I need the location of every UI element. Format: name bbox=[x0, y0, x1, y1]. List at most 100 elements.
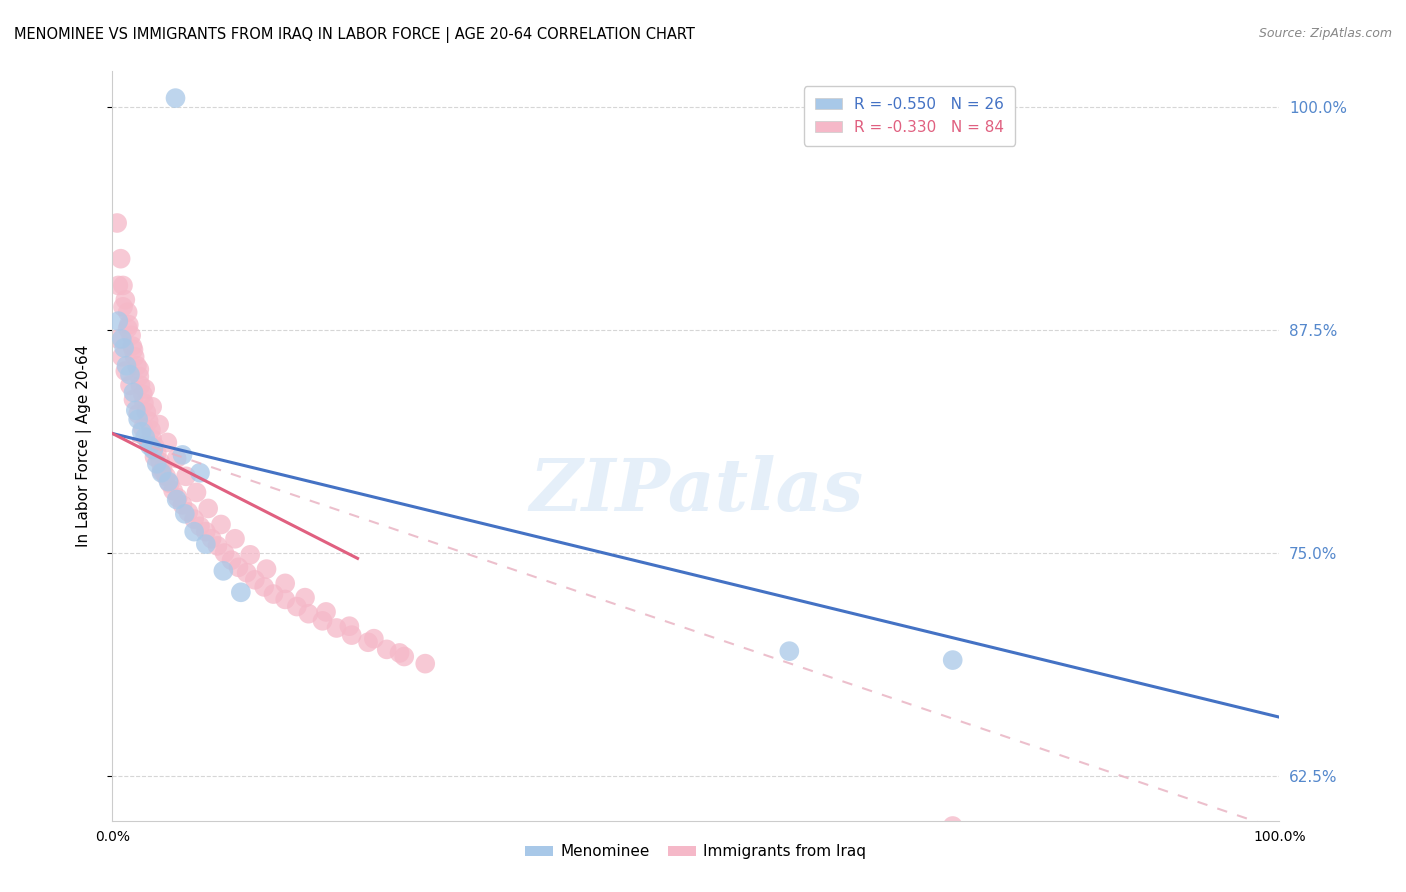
Point bbox=[363, 632, 385, 646]
Point bbox=[127, 407, 149, 421]
Point bbox=[201, 532, 224, 546]
Point bbox=[224, 532, 246, 546]
Point bbox=[942, 819, 965, 833]
Point bbox=[111, 278, 134, 293]
Point bbox=[186, 485, 208, 500]
Point bbox=[111, 300, 134, 314]
Point bbox=[173, 507, 195, 521]
Point bbox=[174, 469, 197, 483]
Point bbox=[118, 378, 141, 392]
Point bbox=[111, 350, 134, 364]
Point bbox=[221, 553, 243, 567]
Point bbox=[149, 455, 172, 469]
Point bbox=[121, 339, 143, 353]
Point bbox=[115, 359, 138, 373]
Point bbox=[141, 400, 163, 414]
Point bbox=[942, 653, 965, 667]
Y-axis label: In Labor Force | Age 20-64: In Labor Force | Age 20-64 bbox=[76, 345, 91, 547]
Point bbox=[112, 341, 135, 355]
Point bbox=[166, 491, 188, 505]
Point bbox=[243, 573, 266, 587]
Point bbox=[132, 387, 155, 401]
Point bbox=[118, 318, 141, 332]
Point bbox=[114, 293, 136, 307]
Point bbox=[146, 457, 169, 471]
Point bbox=[146, 446, 169, 460]
Point bbox=[315, 605, 337, 619]
Point bbox=[229, 585, 252, 599]
Point bbox=[128, 369, 150, 384]
Point bbox=[111, 332, 134, 346]
Point bbox=[256, 562, 278, 576]
Point bbox=[285, 599, 308, 614]
Point bbox=[297, 607, 319, 621]
Point bbox=[172, 448, 194, 462]
Point bbox=[120, 328, 142, 343]
Point bbox=[197, 501, 219, 516]
Point bbox=[124, 350, 146, 364]
Point bbox=[138, 414, 160, 428]
Point bbox=[152, 462, 174, 476]
Text: Source: ZipAtlas.com: Source: ZipAtlas.com bbox=[1258, 27, 1392, 40]
Text: ZIPatlas: ZIPatlas bbox=[529, 456, 863, 526]
Point bbox=[194, 524, 217, 539]
Point bbox=[165, 91, 187, 105]
Point bbox=[294, 591, 316, 605]
Point bbox=[188, 466, 211, 480]
Point bbox=[150, 464, 173, 478]
Point bbox=[394, 649, 416, 664]
Point bbox=[125, 403, 148, 417]
Point bbox=[139, 439, 162, 453]
Point bbox=[139, 423, 162, 437]
Point bbox=[156, 435, 179, 450]
Point bbox=[117, 321, 139, 335]
Point bbox=[148, 417, 170, 432]
Point bbox=[157, 475, 180, 489]
Point bbox=[127, 412, 149, 426]
Point bbox=[188, 519, 211, 533]
Point bbox=[131, 425, 153, 439]
Point bbox=[166, 451, 188, 466]
Point bbox=[263, 587, 285, 601]
Point bbox=[135, 405, 157, 419]
Point bbox=[337, 619, 360, 633]
Point bbox=[134, 382, 156, 396]
Point bbox=[162, 483, 184, 498]
Point bbox=[132, 421, 155, 435]
Point bbox=[105, 216, 128, 230]
Point bbox=[235, 566, 257, 580]
Point bbox=[132, 396, 155, 410]
Point bbox=[114, 364, 136, 378]
Point bbox=[141, 432, 163, 446]
Point bbox=[388, 646, 411, 660]
Point bbox=[183, 524, 205, 539]
Point bbox=[107, 314, 129, 328]
Point bbox=[159, 476, 181, 491]
Point bbox=[172, 498, 194, 512]
Point bbox=[209, 517, 232, 532]
Legend: Menominee, Immigrants from Iraq: Menominee, Immigrants from Iraq bbox=[519, 838, 873, 865]
Point bbox=[143, 450, 166, 464]
Point bbox=[207, 539, 229, 553]
Point bbox=[183, 512, 205, 526]
Point bbox=[118, 368, 141, 382]
Point bbox=[125, 359, 148, 373]
Point bbox=[155, 469, 177, 483]
Text: MENOMINEE VS IMMIGRANTS FROM IRAQ IN LABOR FORCE | AGE 20-64 CORRELATION CHART: MENOMINEE VS IMMIGRANTS FROM IRAQ IN LAB… bbox=[14, 27, 695, 43]
Point bbox=[134, 430, 156, 444]
Point bbox=[142, 442, 165, 457]
Point bbox=[129, 378, 152, 392]
Point bbox=[253, 580, 276, 594]
Point bbox=[128, 362, 150, 376]
Point bbox=[375, 642, 398, 657]
Point bbox=[107, 332, 129, 346]
Point bbox=[194, 537, 217, 551]
Point bbox=[177, 505, 200, 519]
Point bbox=[274, 576, 297, 591]
Point bbox=[340, 628, 363, 642]
Point bbox=[107, 278, 129, 293]
Point bbox=[143, 439, 166, 453]
Point bbox=[228, 560, 250, 574]
Point bbox=[122, 343, 145, 357]
Point bbox=[239, 548, 262, 562]
